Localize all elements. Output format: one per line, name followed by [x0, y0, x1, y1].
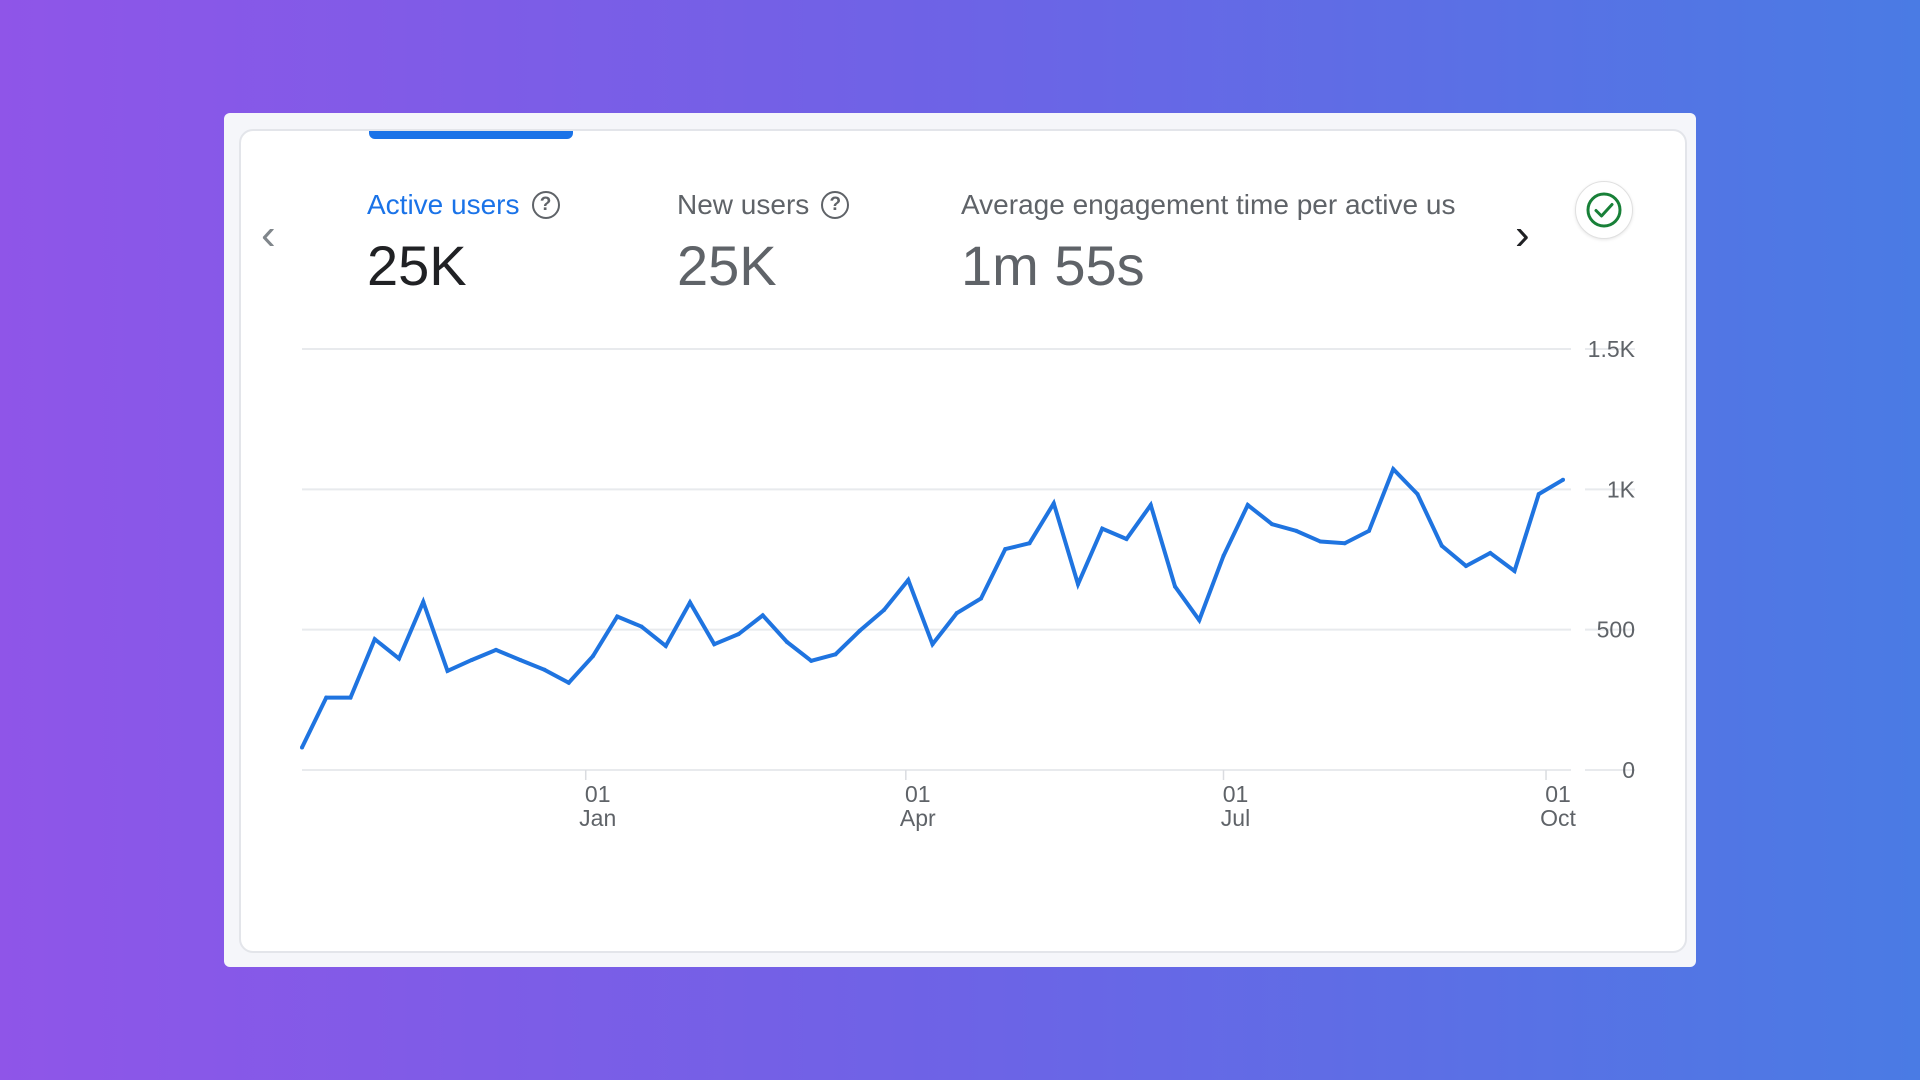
data-point — [979, 596, 983, 601]
metric-value: 1m 55s — [961, 234, 1145, 297]
data-point — [1488, 551, 1493, 556]
chevron-left-icon[interactable]: ‹ — [261, 210, 276, 259]
data-point — [1512, 569, 1517, 574]
data-point — [1367, 528, 1371, 533]
data-point — [760, 613, 765, 618]
analytics-card: ‹ Active users? 25K New users? 25K Avera… — [224, 113, 1696, 967]
data-point — [469, 657, 474, 662]
x-tick-day: 01 — [585, 781, 611, 807]
data-point — [1197, 618, 1202, 623]
check-circle-icon[interactable] — [1575, 181, 1633, 239]
data-point — [324, 695, 329, 700]
data-point — [833, 652, 838, 657]
data-point — [1027, 541, 1032, 546]
y-tick-label: 500 — [1597, 617, 1635, 643]
data-point — [1173, 584, 1177, 589]
data-point — [1439, 543, 1444, 548]
y-tick-label: 1K — [1607, 476, 1636, 502]
metric-tab-active-users[interactable]: Active users? 25K — [367, 189, 560, 298]
active-tab-indicator — [369, 131, 573, 139]
data-point — [542, 667, 547, 672]
data-point — [1076, 582, 1080, 587]
data-point — [1391, 467, 1396, 472]
x-tick-month: Apr — [900, 805, 936, 831]
metric-label: Active users — [367, 189, 520, 220]
chevron-right-icon[interactable]: › — [1515, 210, 1530, 259]
metric-value: 25K — [367, 234, 467, 297]
data-point — [1148, 503, 1153, 508]
data-point — [736, 632, 741, 637]
data-point — [348, 695, 353, 700]
data-point — [688, 600, 692, 605]
data-point — [494, 647, 498, 652]
question-circle-icon[interactable]: ? — [821, 191, 850, 219]
data-point — [1415, 492, 1420, 497]
data-point — [1221, 553, 1226, 558]
metric-label: New users — [677, 189, 810, 220]
data-point — [421, 599, 426, 604]
data-point — [372, 637, 377, 642]
data-point — [857, 628, 862, 633]
x-tick-day: 01 — [905, 781, 931, 807]
data-point — [639, 624, 644, 629]
data-point — [1100, 526, 1105, 531]
data-point — [1342, 541, 1347, 546]
data-point — [591, 654, 595, 659]
data-point — [930, 642, 935, 647]
data-point — [397, 656, 401, 661]
metric-label: Average engagement time per active us — [961, 189, 1456, 220]
data-point — [1464, 563, 1468, 568]
data-point — [1245, 503, 1250, 508]
x-tick-day: 01 — [1223, 781, 1249, 807]
metric-tab-new-users[interactable]: New users? 25K — [677, 189, 850, 298]
data-point — [1270, 522, 1274, 527]
data-point — [566, 680, 571, 685]
data-point — [615, 614, 620, 619]
data-point — [300, 745, 304, 750]
metric-tab-engagement-time[interactable]: Average engagement time per active us 1m… — [961, 189, 1491, 298]
x-tick-month: Jul — [1221, 805, 1250, 831]
data-point — [663, 643, 668, 648]
data-point — [906, 577, 911, 582]
chart-panel: ‹ Active users? 25K New users? 25K Avera… — [239, 129, 1687, 953]
data-point — [518, 657, 523, 662]
series-line-active-users — [300, 465, 1565, 749]
data-point — [1124, 537, 1129, 542]
y-tick-label: 0 — [1622, 757, 1635, 783]
x-tick-day: 01 — [1545, 781, 1571, 807]
data-point — [785, 640, 789, 645]
data-point — [1294, 528, 1299, 533]
x-tick-month: Oct — [1540, 805, 1576, 831]
data-point — [882, 608, 886, 613]
data-point — [954, 611, 959, 616]
data-point — [1003, 547, 1008, 552]
data-point — [1051, 501, 1056, 506]
data-point — [1318, 539, 1323, 544]
data-point — [1561, 477, 1565, 482]
y-tick-label: 1.5K — [1588, 336, 1636, 362]
data-point — [809, 658, 814, 663]
question-circle-icon[interactable]: ? — [531, 191, 560, 219]
x-tick-month: Jan — [579, 805, 616, 831]
metric-value: 25K — [677, 234, 777, 297]
data-point — [1536, 492, 1541, 497]
data-point — [712, 642, 717, 647]
data-point — [445, 668, 450, 673]
